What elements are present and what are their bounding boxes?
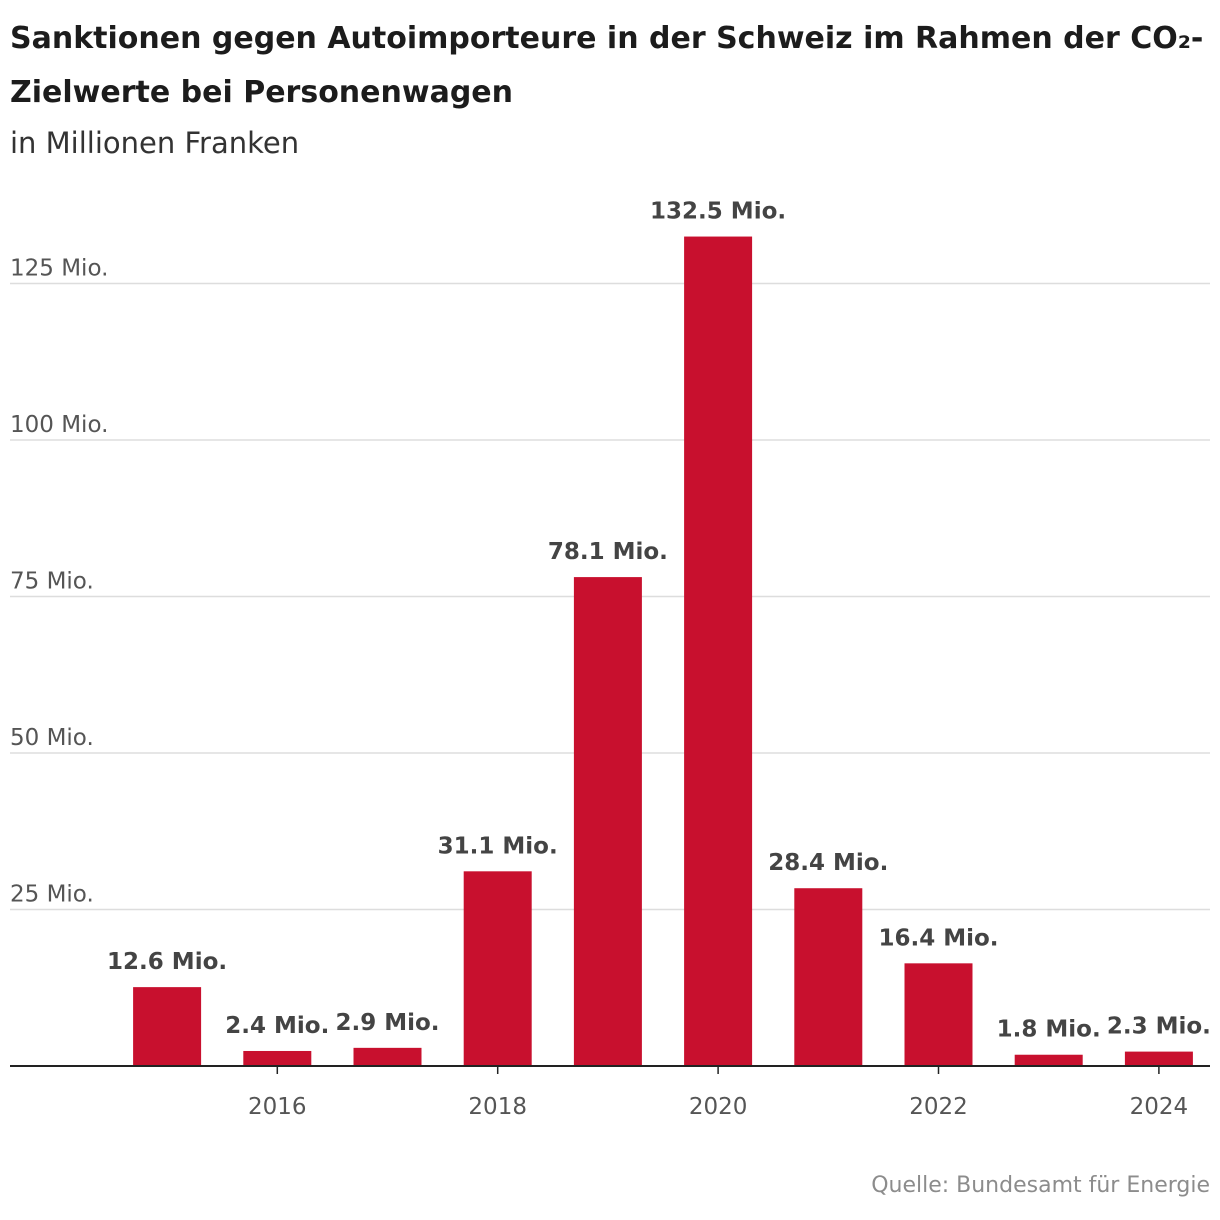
bars bbox=[133, 236, 1193, 1067]
bar bbox=[353, 1047, 422, 1066]
x-tick-label: 2016 bbox=[248, 1094, 307, 1120]
x-tick-label: 2024 bbox=[1130, 1094, 1189, 1120]
value-label: 132.5 Mio. bbox=[650, 199, 786, 225]
y-tick-label: 25 Mio. bbox=[10, 882, 94, 908]
y-tick-label: 100 Mio. bbox=[10, 412, 108, 438]
value-label: 78.1 Mio. bbox=[548, 539, 668, 565]
value-label: 2.3 Mio. bbox=[1107, 1014, 1211, 1040]
bar bbox=[1014, 1054, 1083, 1066]
x-axis: 2016 2018 2020 2022 2024 bbox=[10, 1065, 1210, 1120]
bar bbox=[684, 236, 753, 1067]
y-tick-label: 125 Mio. bbox=[10, 256, 108, 282]
value-label: 16.4 Mio. bbox=[878, 925, 998, 951]
bar bbox=[573, 577, 642, 1066]
chart-title: Sanktionen gegen Autoimporteure in der S… bbox=[10, 21, 1204, 110]
y-tick-label: 75 Mio. bbox=[10, 569, 94, 595]
value-label: 2.4 Mio. bbox=[225, 1013, 329, 1039]
value-label: 1.8 Mio. bbox=[997, 1017, 1101, 1043]
chart-subtitle: in Millionen Franken bbox=[10, 126, 300, 160]
bar bbox=[243, 1050, 312, 1066]
value-label: 12.6 Mio. bbox=[107, 949, 227, 975]
bar bbox=[1124, 1051, 1193, 1066]
bar bbox=[463, 871, 532, 1066]
value-label: 31.1 Mio. bbox=[438, 833, 558, 859]
x-tick-label: 2022 bbox=[909, 1094, 968, 1120]
x-tick-label: 2020 bbox=[689, 1094, 748, 1120]
value-label: 2.9 Mio. bbox=[335, 1010, 439, 1036]
y-axis-tick-labels: 25 Mio. 50 Mio. 75 Mio. 100 Mio. 125 Mio. bbox=[10, 256, 108, 908]
bar bbox=[794, 888, 863, 1066]
source-note: Quelle: Bundesamt für Energie bbox=[871, 1173, 1210, 1198]
bar bbox=[133, 987, 202, 1066]
y-tick-label: 50 Mio. bbox=[10, 725, 94, 751]
bar bbox=[904, 963, 973, 1066]
grid-lines bbox=[10, 282, 1210, 911]
value-label: 28.4 Mio. bbox=[768, 850, 888, 876]
value-labels: 12.6 Mio. 2.4 Mio. 2.9 Mio. 31.1 Mio. 78.1 M… bbox=[107, 199, 1211, 1043]
x-tick-label: 2018 bbox=[468, 1094, 527, 1120]
